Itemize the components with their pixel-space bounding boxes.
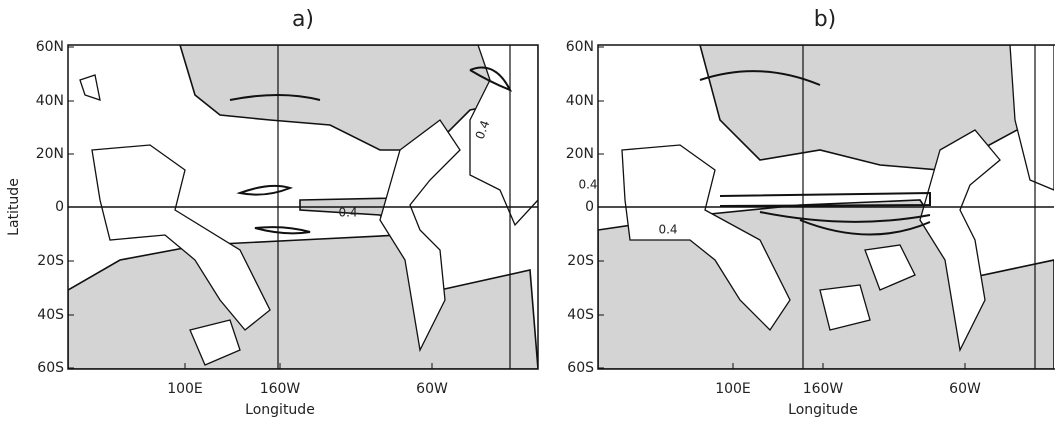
x-tick-label: 100E <box>167 381 203 397</box>
y-tick-label: 40S <box>37 307 64 323</box>
map-panel-a <box>68 45 538 369</box>
contour-label: 0.4 <box>578 178 597 192</box>
x-tick-label: 60W <box>416 381 448 397</box>
x-tick-label: 60W <box>949 381 981 397</box>
y-axis-label: Latitude <box>6 178 22 236</box>
map-panel-b <box>598 45 1055 369</box>
x-tick-label: 160W <box>803 381 844 397</box>
x-axis-label: Longitude <box>245 402 315 418</box>
y-tick-label: 0 <box>585 199 594 215</box>
y-tick-label: 60S <box>37 360 64 376</box>
y-tick-label: 40N <box>36 93 64 109</box>
panel-title: a) <box>292 7 314 32</box>
y-tick-label: 20N <box>36 146 64 162</box>
x-axis-label: Longitude <box>788 402 858 418</box>
y-tick-label: 40N <box>566 93 594 109</box>
y-tick-label: 20N <box>566 146 594 162</box>
y-tick-label: 40S <box>567 307 594 323</box>
y-tick-label: 0 <box>55 199 64 215</box>
panel-title: b) <box>814 7 837 32</box>
contour-label: 0.4 <box>658 223 677 237</box>
y-tick-label: 20S <box>567 253 594 269</box>
y-tick-label: 60N <box>566 39 594 55</box>
y-tick-label: 20S <box>37 253 64 269</box>
contour-label: 0.4 <box>338 206 357 220</box>
x-tick-label: 160W <box>260 381 301 397</box>
figure: Latitude <box>0 0 1055 425</box>
y-tick-label: 60S <box>567 360 594 376</box>
y-tick-label: 60N <box>36 39 64 55</box>
x-tick-label: 100E <box>715 381 751 397</box>
